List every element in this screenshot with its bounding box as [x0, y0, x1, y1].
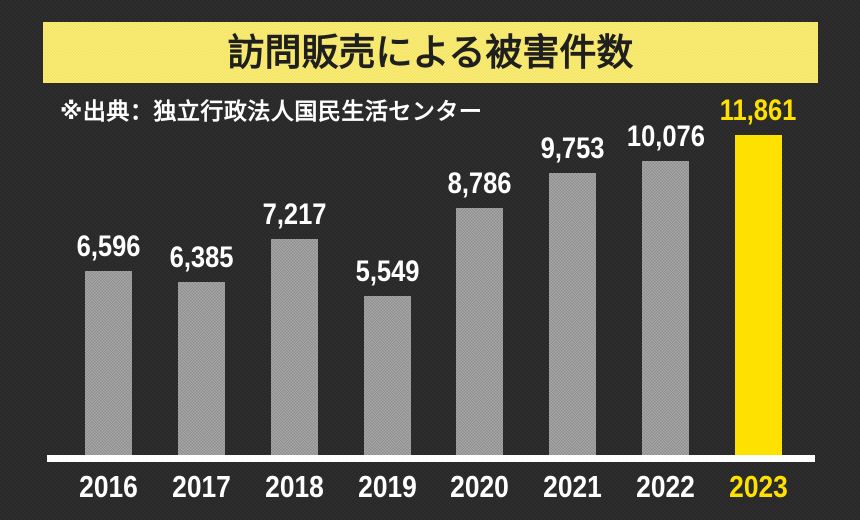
bar-column-2020: 8,786 [448, 169, 512, 455]
year-label-2016: 2016 [79, 469, 138, 504]
bar-value-label-2022: 10,076 [626, 120, 705, 153]
year-column-2021: 2021 [543, 471, 602, 502]
year-column-2018: 2018 [265, 471, 324, 502]
year-label-2017: 2017 [172, 469, 231, 504]
year-label-2019: 2019 [357, 469, 417, 504]
source-note: ※出典：独立行政法人国民生活センター [60, 98, 483, 124]
bar-column-2022: 10,076 [627, 122, 705, 455]
year-column-2019: 2019 [358, 471, 417, 502]
title-banner: 訪問販売による被害件数 [43, 22, 818, 83]
year-label-2023: 2023 [729, 469, 788, 504]
year-label-2018: 2018 [264, 469, 324, 504]
bar-column-2019: 5,549 [355, 257, 419, 455]
year-column-2020: 2020 [451, 471, 510, 502]
bar-value-label-2018: 7,217 [262, 198, 327, 231]
chart-title: 訪問販売による被害件数 [227, 32, 634, 73]
bar-value-label-2021: 9,753 [540, 132, 605, 165]
bar-column-2018: 7,217 [262, 200, 326, 455]
bar-chart: 6,596 6,385 7,217 5,549 8,786 9,753 10,076 11,8… [47, 60, 815, 455]
x-axis-labels: 2016 2017 2018 2019 2020 2021 2022 2023 [47, 471, 815, 502]
bar-column-2021: 9,753 [541, 134, 605, 455]
bar-2019 [363, 296, 411, 455]
bar-value-label-2023: 11,861 [720, 94, 797, 127]
bar-2021 [549, 173, 597, 455]
bar-value-label-2017: 6,385 [169, 241, 234, 274]
bar-value-label-2020: 8,786 [447, 167, 512, 200]
bar-2017 [177, 282, 225, 455]
bar-column-2016: 6,596 [77, 232, 140, 455]
bar-2023 [734, 135, 782, 455]
bar-2022 [642, 161, 690, 455]
bar-value-label-2019: 5,549 [355, 255, 419, 288]
year-column-2022: 2022 [636, 471, 695, 502]
bar-value-label-2016: 6,596 [76, 230, 141, 263]
year-label-2022: 2022 [636, 469, 695, 504]
bar-2020 [456, 208, 504, 455]
bar-2016 [85, 271, 132, 455]
bar-2018 [270, 239, 318, 455]
year-label-2021: 2021 [543, 469, 603, 504]
year-label-2020: 2020 [450, 469, 510, 504]
bar-column-2017: 6,385 [169, 243, 233, 455]
year-column-2023: 2023 [729, 471, 788, 502]
bar-column-2023: 11,861 [720, 96, 797, 455]
year-column-2016: 2016 [79, 471, 138, 502]
year-column-2017: 2017 [172, 471, 231, 502]
x-axis-line [47, 455, 815, 462]
